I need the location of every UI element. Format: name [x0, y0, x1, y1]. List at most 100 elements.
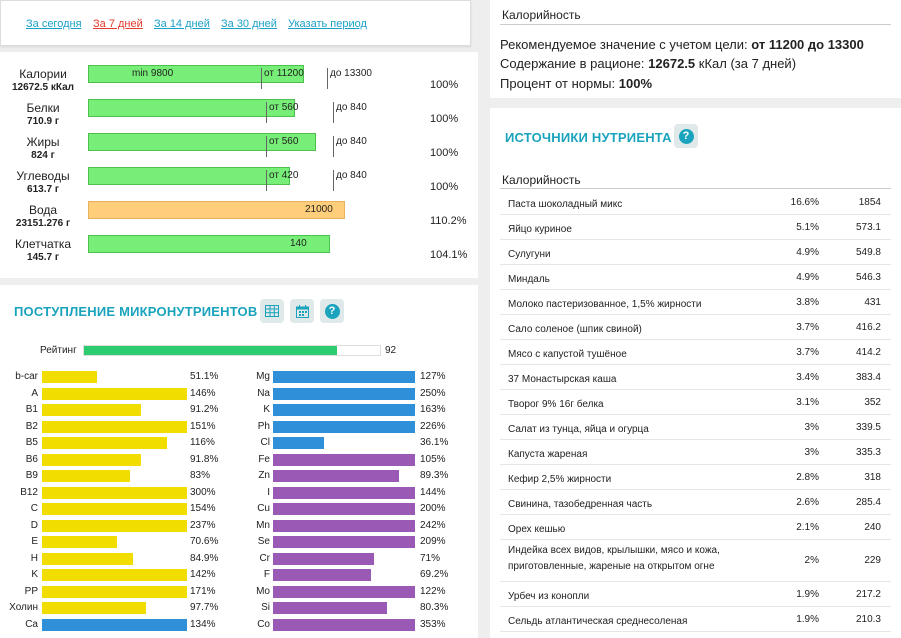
macro-threshold-label: до 840	[336, 102, 367, 113]
nutrient-row: A 146%	[0, 387, 478, 402]
nutrient-bar	[42, 371, 97, 383]
source-name: 37 Монастырская каша	[508, 374, 617, 385]
nutrient-percent: 134%	[190, 618, 216, 630]
macro-bar: от 560 до 840	[88, 133, 420, 157]
help-icon[interactable]: ?	[320, 299, 344, 323]
tab-custom-period[interactable]: Указать период	[288, 18, 367, 30]
nutrient-bar	[273, 371, 415, 383]
source-percent: 1.9%	[796, 589, 819, 600]
macro-name: Калории 12672.5 кКал	[0, 68, 86, 94]
source-percent: 2.1%	[796, 522, 819, 533]
source-percent: 4.9%	[796, 247, 819, 258]
nutrient-percent: 242%	[420, 519, 446, 531]
table-icon[interactable]	[260, 299, 284, 323]
tab-30-days[interactable]: За 30 дней	[221, 18, 277, 30]
nutrient-name: Холин	[9, 602, 38, 613]
nutrient-percent: 105%	[420, 453, 446, 465]
tab-7-days[interactable]: За 7 дней	[93, 18, 143, 30]
recommended-value: от 11200 до 13300	[751, 37, 864, 52]
content-value: 12672.5	[648, 56, 696, 71]
divider	[500, 188, 891, 189]
macro-threshold-tick	[266, 136, 267, 157]
source-kcal: 546.3	[855, 272, 881, 283]
content-suffix: кКал (за 7 дней)	[698, 56, 797, 71]
nutrient-bar	[273, 470, 399, 482]
rating-track	[83, 345, 381, 356]
nutrient-name: B12	[20, 486, 38, 498]
nutrient-bar	[273, 453, 415, 466]
nutrient-percent: 122%	[420, 585, 446, 597]
nutrient-bar	[42, 420, 187, 433]
help-icon[interactable]: ?	[674, 124, 698, 148]
nutrient-name: Co	[257, 618, 270, 630]
source-row: Сельдь атлантическая среднесоленая 1.9% 21…	[500, 606, 891, 632]
nutrient-percent: 97.7%	[190, 602, 219, 613]
source-kcal: 335.3	[855, 447, 881, 458]
percent-line: Процент от нормы: 100%	[500, 76, 652, 91]
source-name: Урбеч из конопли	[508, 591, 590, 602]
nutrient-row: Fe 105%	[0, 453, 478, 468]
calendar-icon[interactable]	[290, 299, 314, 323]
nutrient-percent: 51.1%	[190, 371, 219, 382]
nutrient-bar	[42, 536, 117, 548]
nutrient-row: Se 209%	[0, 535, 478, 550]
macro-threshold-label: min 9800	[132, 68, 174, 79]
percent-value: 100%	[618, 76, 652, 91]
nutrient-name: B6	[25, 453, 38, 465]
rating-label: Рейтинг	[40, 345, 77, 356]
sources-subtitle: Калорийность	[502, 173, 581, 187]
source-percent: 4.9%	[796, 272, 819, 283]
macro-bar-fill	[88, 235, 330, 253]
nutrient-percent: 144%	[420, 486, 446, 498]
source-row: Индейка всех видов, крылышки, мясо и кож…	[500, 539, 891, 582]
nutrient-bar	[273, 404, 415, 416]
source-name: Салат из тунца, яйца и огурца	[508, 424, 649, 435]
macro-name: Вода 23151.276 г	[0, 204, 86, 230]
macro-threshold-tick	[266, 102, 267, 123]
nutrient-percent: 89.3%	[420, 470, 449, 481]
tab-14-days[interactable]: За 14 дней	[154, 18, 210, 30]
macro-bar-fill	[88, 99, 295, 117]
macro-value: 710.9 г	[27, 116, 59, 127]
nutrient-percent: 69.2%	[420, 569, 449, 580]
source-name: Капуста жареная	[508, 449, 588, 460]
nutrient-bar	[42, 404, 141, 416]
source-row: Молоко пастеризованное, 1,5% жирности 3.8…	[500, 289, 891, 315]
source-kcal: 210.3	[855, 614, 881, 625]
micronutrients-panel: ПОСТУПЛЕНИЕ МИКРОНУТРИЕНТОВ ? Рейтинг 92…	[0, 285, 478, 638]
macro-threshold-label: от 560	[269, 102, 299, 113]
content-line: Содержание в рационе: 12672.5 кКал (за 7…	[500, 56, 796, 71]
nutrient-name: Se	[257, 536, 270, 547]
nutrient-bar	[273, 536, 415, 548]
nutrient-name: Fe	[258, 453, 270, 465]
source-name: Мясо с капустой тушёное	[508, 349, 627, 360]
rating-value: 92	[385, 345, 397, 356]
source-kcal: 285.4	[855, 497, 881, 508]
source-kcal: 1854	[858, 197, 881, 208]
tab-today[interactable]: За сегодня	[26, 18, 82, 30]
source-kcal: 229	[864, 555, 881, 566]
nutrient-percent: 71%	[420, 552, 441, 564]
source-kcal: 383.4	[855, 372, 881, 383]
nutrient-bar	[42, 486, 187, 499]
nutrient-name: Na	[257, 387, 270, 399]
macro-value: 12672.5 кКал	[11, 82, 75, 93]
macro-threshold-label: 140	[290, 238, 307, 249]
macro-threshold-tick	[333, 136, 334, 157]
nutrient-name: B5	[25, 437, 38, 448]
source-row: Кефир 2,5% жирности 2.8% 318	[500, 464, 891, 490]
nutrient-percent: 116%	[190, 437, 215, 448]
source-percent: 1.9%	[796, 614, 819, 625]
macro-name: Белки 710.9 г	[0, 102, 86, 128]
nutrient-row: H 84.9%	[0, 552, 478, 567]
source-kcal: 217.2	[855, 589, 881, 600]
nutrient-percent: 84.9%	[190, 552, 219, 564]
source-name: Сельдь атлантическая среднесоленая	[508, 616, 688, 627]
nutrient-bar	[273, 569, 371, 581]
source-name: Сало соленое (шпик свиной)	[508, 324, 642, 335]
source-percent: 5.1%	[796, 222, 819, 233]
nutrient-bar	[273, 519, 415, 532]
macro-threshold-label: до 840	[336, 136, 367, 147]
macro-label: Углеводы	[16, 169, 70, 183]
source-name: Сулугуни	[508, 249, 551, 260]
